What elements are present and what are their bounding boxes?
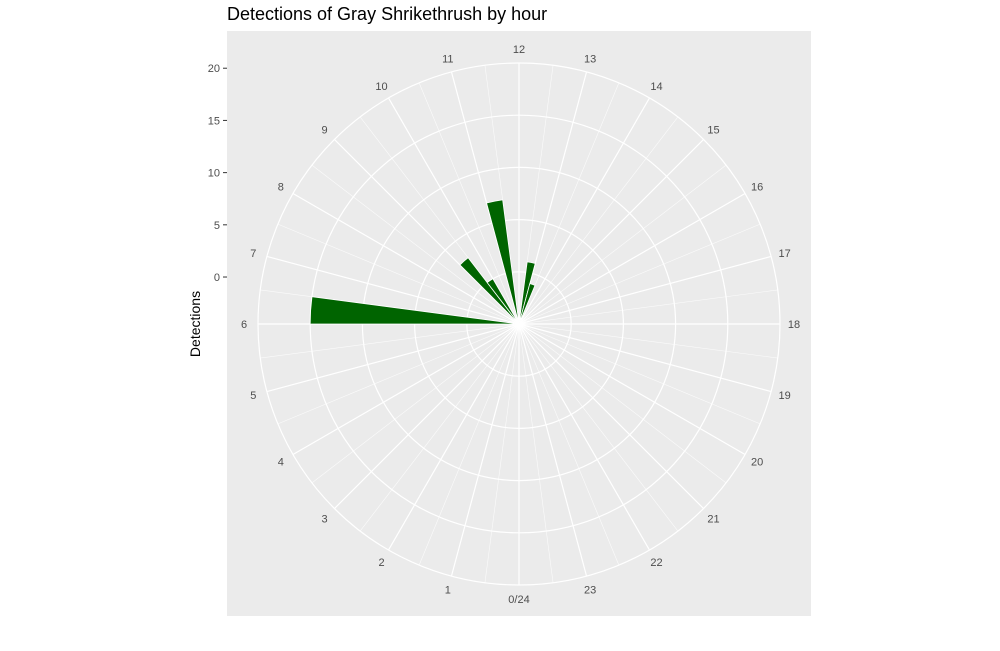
hour-label: 2 — [378, 557, 384, 569]
grid-spoke-major — [518, 323, 704, 509]
grid-spoke-minor — [418, 323, 520, 566]
hour-label: 15 — [707, 125, 719, 137]
hour-label: 4 — [278, 457, 284, 469]
chart-title: Detections of Gray Shrikethrush by hour — [227, 4, 548, 24]
grid-spoke-major — [518, 323, 772, 393]
grid-spoke-minor — [359, 323, 520, 532]
grid-spoke-minor — [518, 289, 778, 325]
grid-spoke-minor — [418, 82, 520, 325]
grid-spoke-minor — [277, 323, 520, 425]
grid-spoke-minor — [518, 323, 778, 359]
grid-spoke-minor — [311, 323, 520, 484]
grid-spoke-major — [518, 323, 588, 577]
grid-spoke-minor — [518, 223, 761, 325]
grid-spoke-major — [450, 323, 520, 577]
grid-spoke-minor — [518, 323, 620, 566]
grid-spoke-major — [387, 323, 520, 551]
grid-spoke-major — [266, 255, 520, 325]
hour-label: 21 — [707, 513, 719, 525]
y-axis: 0 5 10 15 20 — [208, 63, 227, 284]
grid-spoke-minor — [518, 323, 679, 532]
hour-label: 14 — [650, 81, 662, 93]
grid-spoke-minor — [518, 323, 761, 425]
y-tick-label: 5 — [214, 220, 220, 232]
grid-spoke-major — [334, 323, 520, 509]
polar-grid — [257, 62, 781, 586]
grid-spoke-minor — [518, 164, 727, 325]
y-tick-label: 10 — [208, 168, 220, 180]
hour-label: 19 — [779, 390, 791, 402]
bar-hour-9 — [459, 257, 520, 325]
hour-label: 12 — [513, 44, 525, 56]
grid-spoke-major — [292, 192, 520, 325]
hour-label: 9 — [321, 125, 327, 137]
grid-spoke-minor — [518, 116, 679, 325]
grid-spoke-minor — [484, 323, 520, 583]
hour-label: 0/24 — [508, 594, 529, 606]
grid-spoke-major — [518, 97, 651, 325]
y-tick-label: 20 — [208, 63, 220, 75]
grid-spoke-major — [518, 323, 651, 551]
grid-spoke-minor — [260, 323, 520, 359]
grid-spoke-major — [518, 192, 746, 325]
hour-label: 17 — [779, 248, 791, 260]
grid-spoke-minor — [518, 82, 620, 325]
hour-label: 5 — [250, 390, 256, 402]
bar-hour-6 — [309, 296, 520, 325]
grid-spoke-minor — [518, 323, 554, 583]
hour-label: 8 — [278, 182, 284, 194]
bar-hour-13 — [518, 283, 536, 325]
grid-spoke-minor — [518, 323, 727, 484]
hour-labels: 0/24123456789101112131415161718192021222… — [241, 44, 800, 606]
hour-label: 16 — [751, 182, 763, 194]
hour-label: 3 — [321, 513, 327, 525]
hour-label: 22 — [650, 557, 662, 569]
bar-hour-11 — [486, 199, 520, 325]
grid-spoke-major — [518, 139, 704, 325]
grid-spoke-major — [518, 323, 746, 456]
hour-label: 11 — [442, 53, 453, 65]
hour-label: 1 — [445, 585, 451, 597]
y-tick-label: 0 — [214, 272, 220, 284]
hour-label: 13 — [584, 53, 596, 65]
y-axis-title: Detections — [187, 291, 203, 357]
hour-label: 10 — [375, 81, 387, 93]
hour-label: 7 — [250, 248, 256, 260]
grid-spoke-minor — [311, 164, 520, 325]
hour-label: 6 — [241, 319, 247, 331]
y-tick-label: 15 — [208, 115, 220, 127]
grid-spoke-major — [292, 323, 520, 456]
bars — [309, 199, 536, 325]
hour-label: 23 — [584, 585, 596, 597]
grid-spoke-major — [518, 255, 772, 325]
hour-label: 20 — [751, 457, 763, 469]
bar-hour-9.5 — [486, 278, 520, 325]
grid-spoke-major — [266, 323, 520, 393]
hour-label: 18 — [788, 319, 800, 331]
grid-spoke-minor — [277, 223, 520, 325]
